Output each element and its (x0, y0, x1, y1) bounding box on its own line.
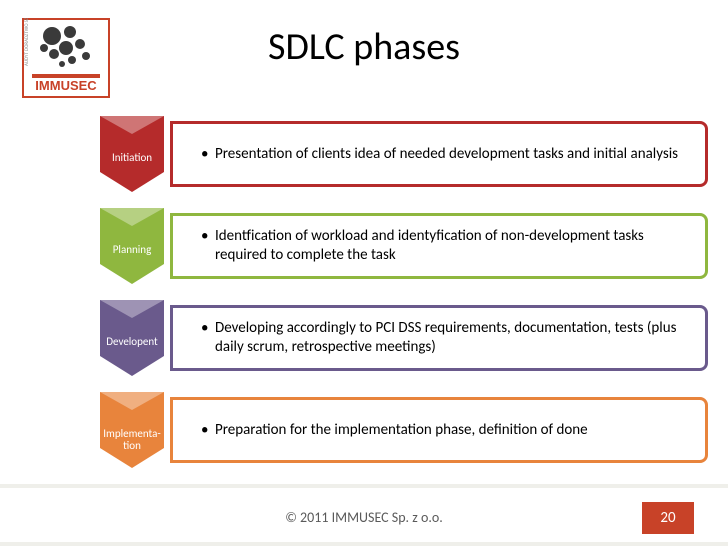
page-number-badge: 20 (642, 502, 694, 534)
copyright: © 2011 IMMUSEC Sp. z o.o. (0, 509, 728, 526)
page-number: 20 (660, 509, 675, 527)
phase-label: Developent (94, 336, 170, 348)
phase-row: Implementa-tion Preparation for the imple… (94, 392, 708, 468)
phase-content-box: Developing accordingly to PCI DSS requir… (170, 305, 708, 371)
logo-text: IMMUSEC (35, 78, 97, 93)
phase-label: Planning (94, 244, 170, 256)
phase-row: Planning Identfication of workload and id… (94, 208, 708, 284)
phase-content: Identfication of workload and identyfica… (201, 227, 691, 265)
page-title: SDLC phases (0, 24, 728, 70)
phases-list: Initiation Presentation of clients idea o… (94, 116, 708, 484)
phase-content-box: Presentation of clients idea of needed d… (170, 121, 708, 187)
phase-label: Initiation (94, 152, 170, 164)
phase-content: Developing accordingly to PCI DSS requir… (201, 319, 691, 357)
phase-content: Preparation for the implementation phase… (201, 421, 588, 440)
phase-row: Initiation Presentation of clients idea o… (94, 116, 708, 192)
phase-label: Implementa-tion (94, 428, 170, 452)
phase-row: Developent Developing accordingly to PCI … (94, 300, 708, 376)
phase-content-box: Preparation for the implementation phase… (170, 397, 708, 463)
phase-content-box: Identfication of workload and identyfica… (170, 213, 708, 279)
phase-content: Presentation of clients idea of needed d… (201, 145, 678, 164)
